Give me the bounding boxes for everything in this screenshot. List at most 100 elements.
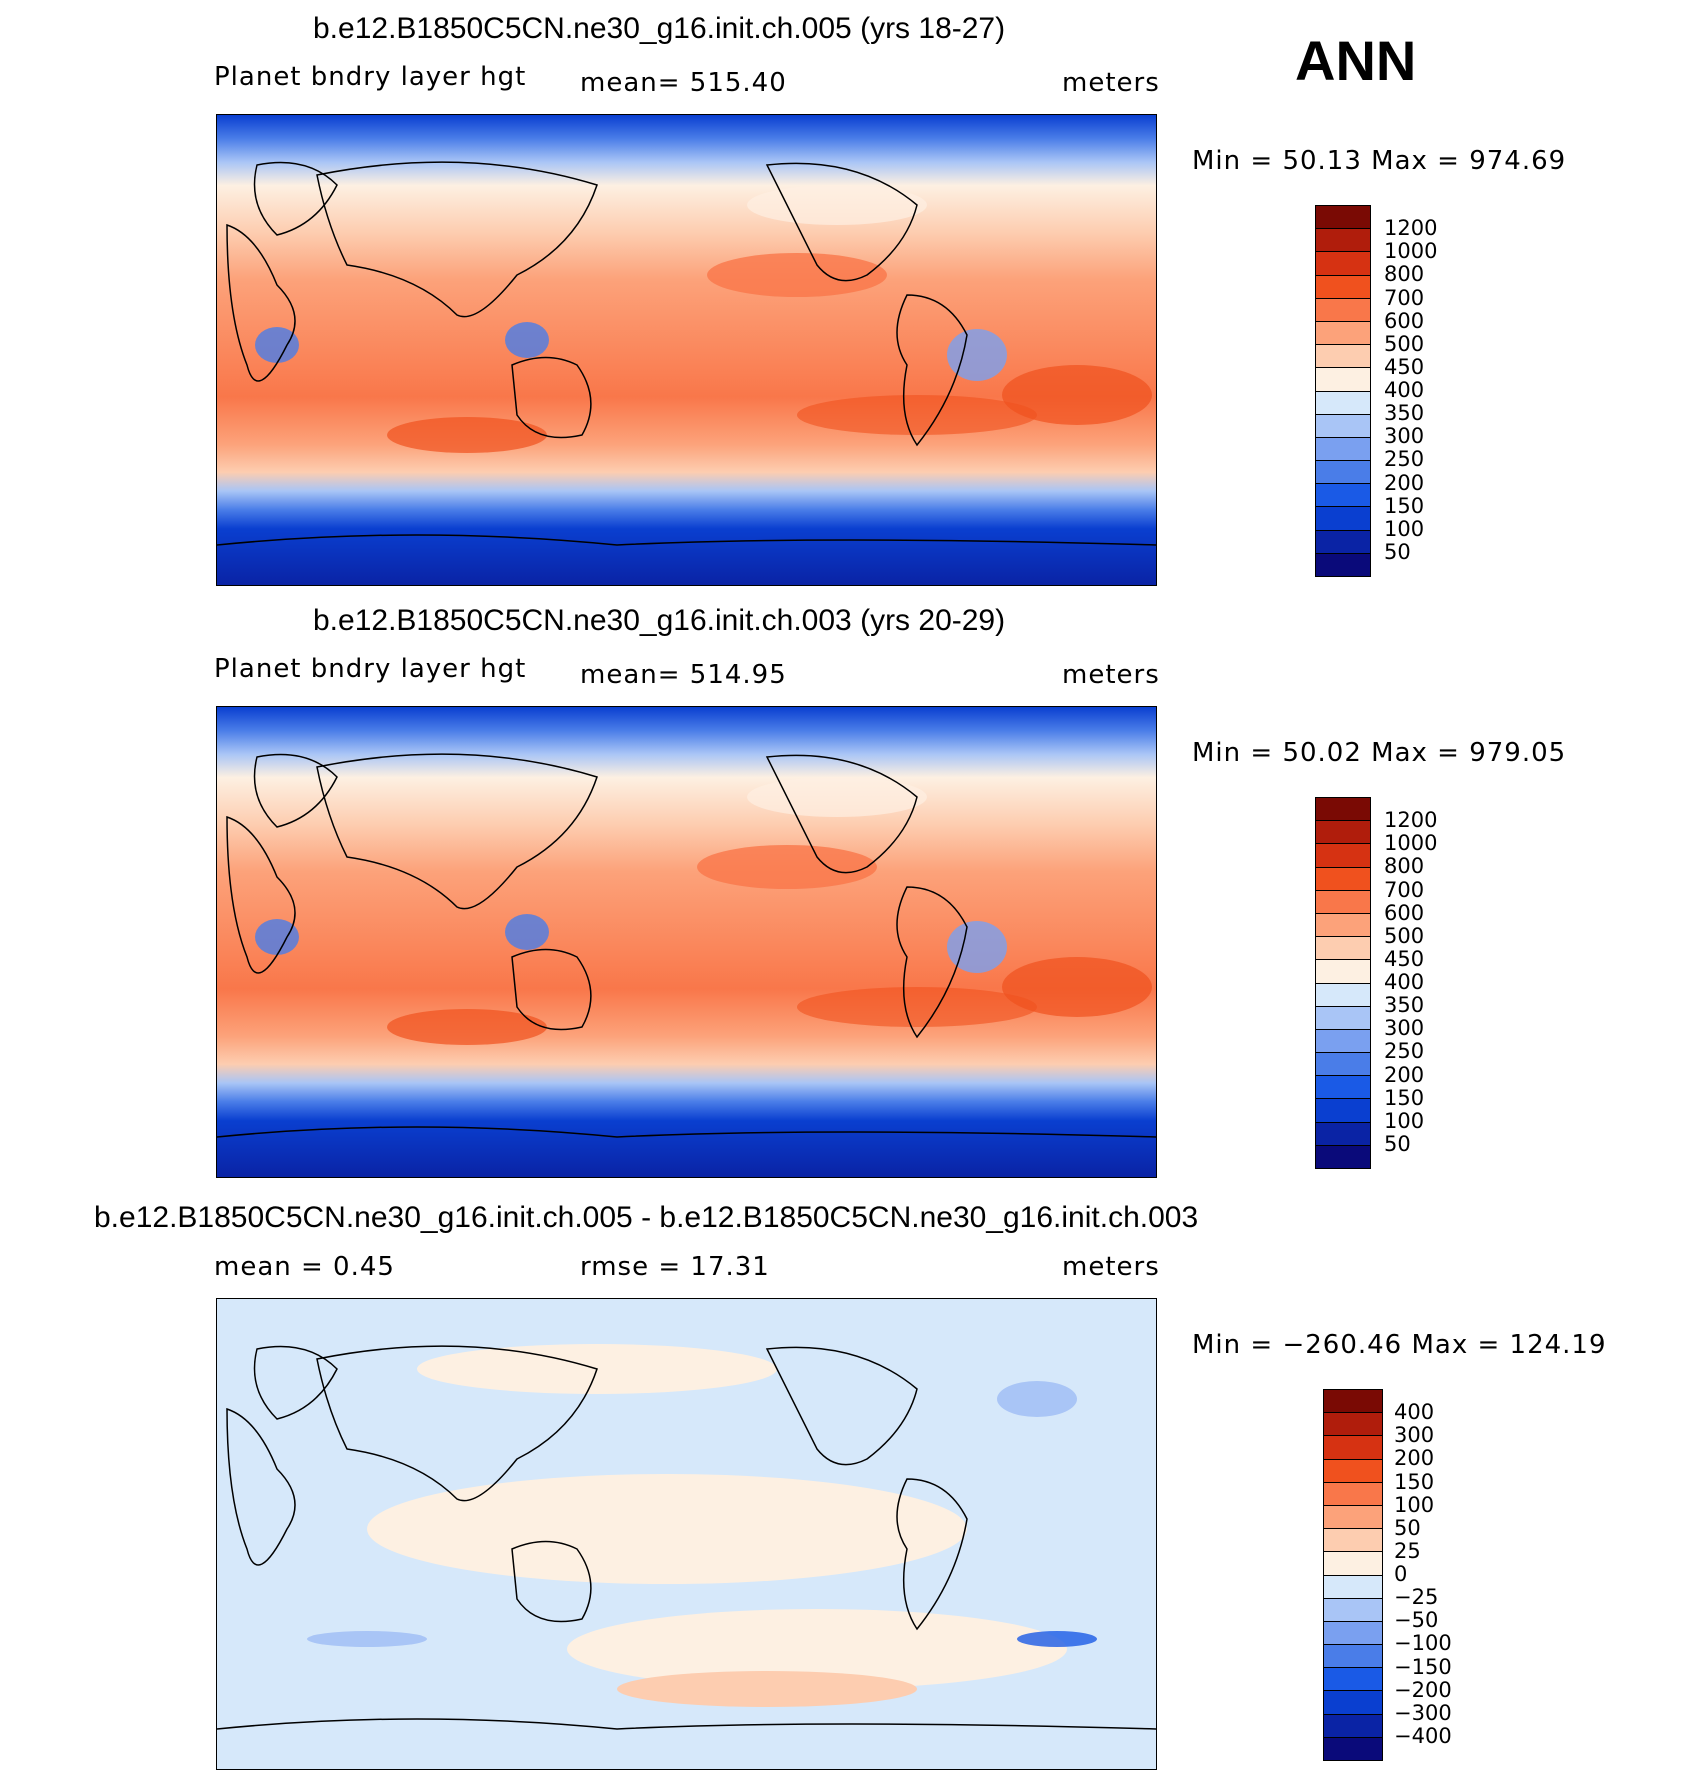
colorbar-tick-label: −300 [1394,1700,1452,1725]
panel2-title: b.e12.B1850C5CN.ne30_g16.init.ch.003 (yr… [313,604,1006,637]
panel1-minmax: Min = 50.13 Max = 974.69 [1192,146,1567,176]
colorbar-swatch [1324,1575,1382,1599]
colorbar-tick-label: 250 [1384,1039,1425,1064]
colorbar-swatch [1316,275,1370,299]
colorbar-tick-label: 800 [1384,854,1425,879]
colorbar-swatch [1316,437,1370,462]
panel2-field: Planet bndry layer hgt [214,654,527,684]
colorbar-swatch [1316,368,1370,392]
panel3-rmse: rmse = 17.31 [580,1252,770,1282]
panel2-map [216,706,1157,1178]
colorbar-tick-label: 300 [1394,1423,1435,1448]
colorbar-swatch [1324,1621,1382,1646]
colorbar-swatch [1316,1099,1370,1123]
colorbar-swatch [1316,530,1370,554]
colorbar-swatch [1324,1459,1382,1483]
colorbar-tick-label: −50 [1394,1608,1439,1633]
colorbar-tick-label: 100 [1394,1492,1435,1517]
colorbar-swatch [1316,1076,1370,1100]
colorbar-tick-label: −25 [1394,1585,1439,1610]
colorbar-tick-label: 150 [1384,493,1425,518]
colorbar-tick-label: 100 [1384,516,1425,541]
colorbar-tick-label: 400 [1384,378,1425,402]
colorbar-tick-label: 700 [1384,285,1425,310]
colorbar-tick-label: 450 [1384,946,1425,971]
colorbar-tick-label: 25 [1394,1538,1421,1563]
colorbar-swatch [1316,937,1370,961]
colorbar-swatch [1316,321,1370,346]
colorbar-swatch [1316,821,1370,845]
colorbar-swatch [1316,507,1370,531]
panel3-map [216,1298,1157,1770]
colorbar-tick-label: 350 [1384,401,1425,426]
colorbar-swatch [1316,1145,1370,1168]
colorbar-swatch [1316,391,1370,415]
colorbar-tick-label: −200 [1394,1677,1452,1702]
colorbar-tick-label: 0 [1394,1562,1408,1586]
colorbar-tick-label: 1000 [1384,831,1438,856]
colorbar-swatch [1324,1390,1382,1414]
colorbar-tick-label: 500 [1384,331,1425,356]
panel2-mean: mean= 514.95 [580,660,787,690]
colorbar-tick-label: 1200 [1384,808,1438,833]
colorbar-tick-label: 250 [1384,447,1425,472]
colorbar-tick-label: 1200 [1384,216,1438,241]
panel3-title: b.e12.B1850C5CN.ne30_g16.init.ch.005 - b… [94,1201,1199,1234]
panel1-map-graphic [217,115,1156,585]
panel3-units: meters [1062,1252,1160,1282]
colorbar-tick-label: 300 [1384,1016,1425,1041]
colorbar-swatch [1324,1413,1382,1437]
colorbar-swatch [1316,890,1370,914]
colorbar-swatch [1316,252,1370,276]
colorbar-tick-label: 400 [1384,970,1425,994]
colorbar-swatch [1324,1436,1382,1460]
panel1-map [216,114,1157,586]
colorbar-tick-label: 600 [1384,308,1425,333]
colorbar-swatch [1324,1598,1382,1622]
colorbar-swatch [1324,1714,1382,1738]
panel2-map-graphic [217,707,1156,1177]
colorbar-tick-label: 450 [1384,354,1425,379]
colorbar-tick-label: 50 [1394,1515,1421,1540]
colorbar-tick-label: 350 [1384,993,1425,1018]
panel1-field: Planet bndry layer hgt [214,62,527,92]
colorbar-swatch [1324,1668,1382,1692]
colorbar-tick-label: 600 [1384,900,1425,925]
colorbar-swatch [1316,1006,1370,1030]
colorbar-tick-label: 200 [1394,1446,1435,1471]
colorbar-tick-label: 100 [1384,1108,1425,1133]
colorbar-swatch [1316,913,1370,938]
colorbar-swatch [1316,1122,1370,1146]
colorbar-tick-label: −100 [1394,1631,1452,1656]
colorbar-tick-label: 200 [1384,1062,1425,1087]
colorbar-swatch [1316,960,1370,984]
colorbar-swatch [1316,298,1370,322]
season-label: ANN [1295,29,1417,92]
colorbar-swatch [1324,1529,1382,1553]
colorbar-tick-label: 700 [1384,877,1425,902]
colorbar-swatch [1324,1505,1382,1530]
colorbar-swatch [1316,553,1370,576]
colorbar-tick-label: 500 [1384,923,1425,948]
colorbar-tick-label: 200 [1384,470,1425,495]
colorbar-swatch [1324,1552,1382,1576]
panel2-colorbar [1315,797,1371,1169]
colorbar-tick-label: 150 [1384,1085,1425,1110]
panel3-minmax: Min = −260.46 Max = 124.19 [1192,1330,1607,1360]
colorbar-tick-label: 1000 [1384,239,1438,264]
colorbar-swatch [1316,867,1370,891]
colorbar-tick-label: 50 [1384,539,1411,564]
colorbar-tick-label: −400 [1394,1723,1452,1748]
colorbar-tick-label: 400 [1394,1400,1435,1425]
panel1-mean: mean= 515.40 [580,68,787,98]
colorbar-swatch [1316,798,1370,822]
colorbar-tick-label: 50 [1384,1131,1411,1156]
colorbar-swatch [1316,983,1370,1007]
colorbar-tick-label: −150 [1394,1654,1452,1679]
panel1-title: b.e12.B1850C5CN.ne30_g16.init.ch.005 (yr… [313,12,1006,45]
panel1-colorbar [1315,205,1371,577]
panel2-units: meters [1062,660,1160,690]
colorbar-swatch [1316,345,1370,369]
panel3-mean: mean = 0.45 [214,1252,395,1282]
colorbar-swatch [1316,206,1370,230]
